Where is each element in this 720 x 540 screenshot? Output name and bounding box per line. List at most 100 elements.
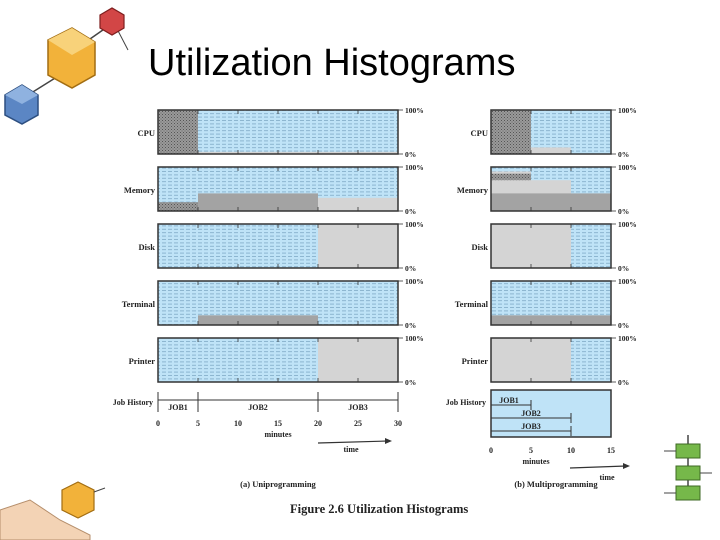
pct-label-high: 100% [618,334,637,343]
row-frame [490,337,612,383]
panel-title: (b) Multiprogramming [514,479,598,489]
utilization-bar [531,147,571,154]
utilization-bar [491,315,611,325]
row-label: Disk [138,242,155,252]
pct-label-low: 0% [618,321,629,330]
x-tick-label: 5 [196,419,200,428]
row-frame [490,223,612,269]
x-tick-label: 0 [156,419,160,428]
row-label: Terminal [122,299,156,309]
histogram-row-printer: Printer 100% 0% [462,334,637,387]
pct-label-high: 100% [405,220,424,229]
pct-label-low: 0% [618,378,629,387]
x-axis-label: minutes [522,457,549,466]
pct-label-high: 100% [618,106,637,115]
pct-label-high: 100% [405,163,424,172]
pct-label-low: 0% [405,207,416,216]
x-axis-label: minutes [264,430,291,439]
histogram-row-printer: Printer 100% 0% [129,334,424,387]
row-frame [157,223,399,269]
utilization-bar [198,151,318,154]
utilization-bar [491,224,571,268]
utilization-bar [491,110,531,154]
job-label: JOB1 [499,396,519,405]
row-label: Printer [129,356,156,366]
x-tick-label: 25 [354,419,362,428]
utilization-bar [158,202,198,211]
histogram-row-disk: Disk 100% 0% [138,220,423,273]
utilization-bar [198,193,318,211]
row-frame [157,166,399,212]
histogram-row-memory: Memory 100% 0% [457,163,637,216]
job-label: JOB1 [168,403,188,412]
clipart-hand-icon [0,481,106,540]
panel-title: (a) Uniprogramming [240,479,316,489]
row-label: Memory [457,185,489,195]
clipart-flowchart-icon [664,435,712,501]
panel-uniprogramming: CPU100%0%Memory100%0%Disk100%0%Terminal1… [113,106,424,489]
x-tick-label: 0 [489,446,493,455]
time-arrow [317,440,389,444]
job-history-label: Job History [113,398,153,407]
row-frame [157,337,399,383]
job-label: JOB2 [248,403,268,412]
slide-title: Utilization Histograms [148,42,516,84]
pct-label-high: 100% [405,334,424,343]
pct-label-low: 0% [618,264,629,273]
job-history: Job History JOB1 JOB2 JOB3 [113,392,399,412]
figure-caption: Figure 2.6 Utilization Histograms [290,502,468,516]
histogram-row-cpu: CPU 100% 0% [471,106,637,159]
pct-label-high: 100% [618,220,637,229]
histogram-row-cpu: CPU 100% 0% [138,106,424,159]
pct-label-low: 0% [405,150,416,159]
row-label: CPU [471,128,488,138]
utilization-bar [158,110,198,154]
x-tick-label: 5 [529,446,533,455]
pct-label-low: 0% [405,378,416,387]
row-frame [490,280,612,326]
histogram-row-terminal: Terminal 100% 0% [122,277,424,330]
x-tick-label: 30 [394,419,402,428]
x-tick-label: 15 [607,446,615,455]
row-label: CPU [138,128,155,138]
pct-label-high: 100% [618,163,637,172]
job-history-label: Job History [446,398,486,407]
clipart-cubes-icon [4,7,129,125]
histogram-row-terminal: Terminal 100% 0% [455,277,637,330]
pct-label-high: 100% [405,106,424,115]
histogram-row-memory: Memory 100% 0% [124,163,424,216]
job-label: JOB3 [348,403,368,412]
pct-label-low: 0% [405,264,416,273]
row-frame [157,280,399,326]
pct-label-high: 100% [405,277,424,286]
row-label: Disk [471,242,488,252]
time-label: time [599,473,615,482]
time-arrow [569,465,627,469]
x-tick-label: 10 [234,419,242,428]
utilization-bar [318,224,398,268]
panel-multiprogramming: CPU100%0%Memory100%0%Disk100%0%Terminal1… [446,106,637,489]
pct-label-low: 0% [618,150,629,159]
utilization-bar [198,315,318,325]
utilization-bar [491,173,531,181]
time-arrowhead [385,438,392,444]
utilization-bar [318,338,398,382]
x-tick-label: 20 [314,419,322,428]
job-label: JOB2 [521,409,541,418]
pct-label-low: 0% [618,207,629,216]
job-history-box [490,389,612,438]
row-label: Terminal [455,299,489,309]
x-tick-label: 10 [567,446,575,455]
row-frame [490,166,612,212]
utilization-bar [491,193,611,211]
histogram-row-disk: Disk 100% 0% [471,220,636,273]
row-label: Printer [462,356,489,366]
row-frame [157,109,399,155]
job-label: JOB3 [521,422,541,431]
x-tick-label: 15 [274,419,282,428]
pct-label-low: 0% [405,321,416,330]
row-label: Memory [124,185,156,195]
utilization-bar [491,338,571,382]
